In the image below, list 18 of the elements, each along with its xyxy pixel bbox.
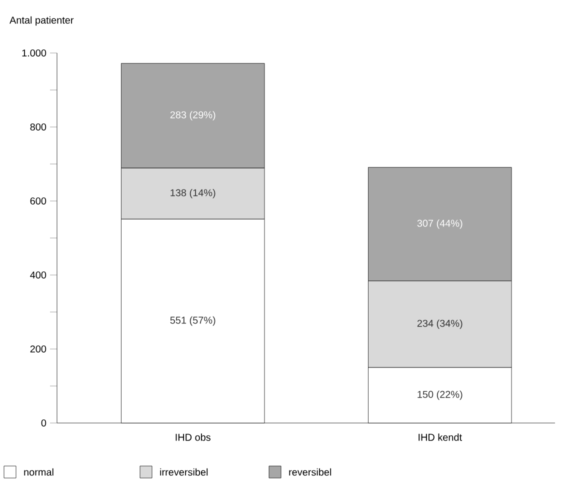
y-tick-label: 600 [30, 197, 46, 205]
y-axis-title: Antal patienter [10, 16, 74, 26]
data-label: 234 (34%) [417, 320, 462, 329]
x-tick-label: IHD kendt [418, 434, 462, 441]
data-label: 307 (44%) [417, 219, 462, 229]
data-label: 150 (22%) [418, 390, 462, 400]
x-tick-label: IHD obs [176, 434, 210, 441]
y-tick-label: 0 [41, 419, 46, 427]
legend-label: irreversibel [160, 468, 208, 476]
data-label: 551 (57%) [170, 316, 216, 326]
data-label: 283 (29%) [170, 111, 216, 120]
legend-label: reversibel [289, 468, 332, 476]
y-tick-label: 200 [30, 345, 46, 353]
y-tick-label: 400 [30, 271, 46, 279]
y-tick-label: 1.000 [22, 49, 46, 57]
legend-label: normal [24, 468, 54, 476]
y-tick-label: 800 [30, 123, 46, 131]
data-label: 138 (14%) [170, 188, 216, 198]
